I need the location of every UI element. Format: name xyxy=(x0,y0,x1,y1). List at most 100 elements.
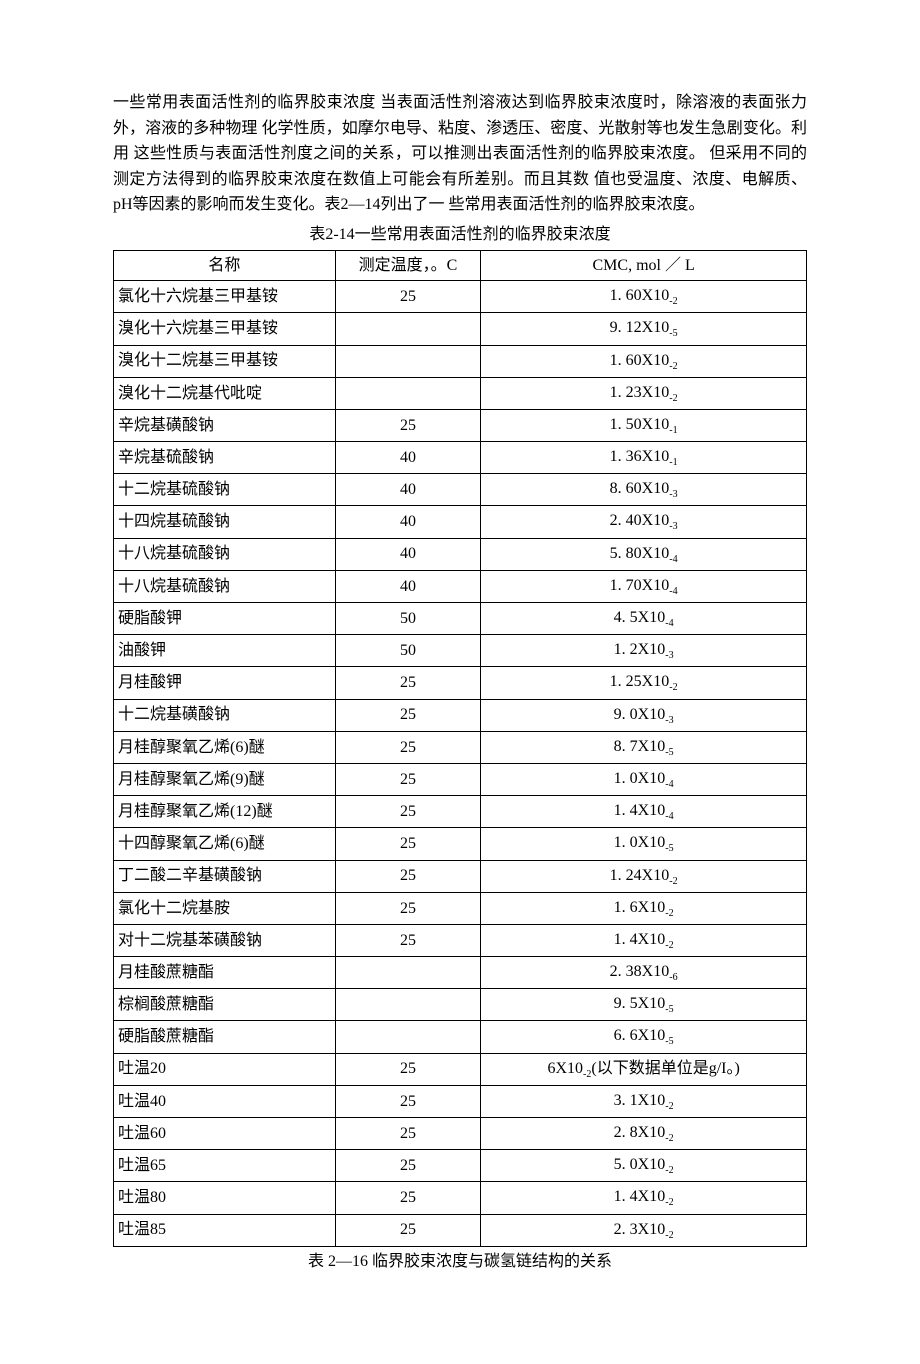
cell-name: 月桂醇聚氧乙烯(12)醚 xyxy=(114,796,336,828)
cell-name: 十四烷基硫酸钠 xyxy=(114,506,336,538)
table-caption: 表2-14一些常用表面活性剂的临界胶束浓度 xyxy=(113,222,807,248)
table-body: 氯化十六烷基三甲基铵251. 60X10-2溴化十六烷基三甲基铵 9. 12X10… xyxy=(114,281,807,1247)
cell-name: 溴化十二烷基代吡啶 xyxy=(114,377,336,409)
table-row: 辛烷基磺酸钠251. 50X10-1 xyxy=(114,409,807,441)
intro-paragraph: 一些常用表面活性剂的临界胶束浓度 当表面活性剂溶液达到临界胶束浓度时，除溶液的表… xyxy=(113,90,807,218)
cell-temp: 25 xyxy=(335,1182,481,1214)
cell-temp: 25 xyxy=(335,1053,481,1085)
cell-cmc: 1. 4X10-2 xyxy=(481,1182,807,1214)
cell-temp: 25 xyxy=(335,860,481,892)
cell-temp: 25 xyxy=(335,667,481,699)
cell-name: 吐温40 xyxy=(114,1085,336,1117)
cell-cmc: 2. 8X10-2 xyxy=(481,1118,807,1150)
cell-temp: 50 xyxy=(335,603,481,635)
table-row: 吐温20256X10-2(以下数据单位是g/I。) xyxy=(114,1053,807,1085)
table-row: 十二烷基硫酸钠408. 60X10-3 xyxy=(114,474,807,506)
table-row: 氯化十六烷基三甲基铵251. 60X10-2 xyxy=(114,281,807,313)
table-row: 氯化十二烷基胺251. 6X10-2 xyxy=(114,892,807,924)
cell-name: 棕榈酸蔗糖酯 xyxy=(114,989,336,1021)
cell-temp: 50 xyxy=(335,635,481,667)
cell-name: 溴化十二烷基三甲基铵 xyxy=(114,345,336,377)
cell-temp: 25 xyxy=(335,796,481,828)
cell-cmc: 1. 50X10-1 xyxy=(481,409,807,441)
cell-cmc: 1. 0X10-4 xyxy=(481,763,807,795)
table-row: 吐温60252. 8X10-2 xyxy=(114,1118,807,1150)
cell-temp: 25 xyxy=(335,409,481,441)
table-row: 吐温80251. 4X10-2 xyxy=(114,1182,807,1214)
table-row: 硬脂酸钾504. 5X10-4 xyxy=(114,603,807,635)
table-row: 对十二烷基苯磺酸钠251. 4X10-2 xyxy=(114,924,807,956)
cell-temp: 25 xyxy=(335,281,481,313)
cell-cmc: 8. 7X10-5 xyxy=(481,731,807,763)
cell-name: 月桂酸蔗糖酯 xyxy=(114,957,336,989)
cell-name: 辛烷基硫酸钠 xyxy=(114,442,336,474)
header-temp: 测定温度，。C xyxy=(335,250,481,281)
cell-name: 氯化十二烷基胺 xyxy=(114,892,336,924)
cell-name: 丁二酸二辛基磺酸钠 xyxy=(114,860,336,892)
cell-name: 氯化十六烷基三甲基铵 xyxy=(114,281,336,313)
cell-temp: 25 xyxy=(335,1214,481,1246)
cell-cmc: 8. 60X10-3 xyxy=(481,474,807,506)
cell-name: 对十二烷基苯磺酸钠 xyxy=(114,924,336,956)
cell-cmc: 3. 1X10-2 xyxy=(481,1085,807,1117)
cell-name: 吐温60 xyxy=(114,1118,336,1150)
cell-temp: 25 xyxy=(335,699,481,731)
table-row: 十二烷基磺酸钠259. 0X10-3 xyxy=(114,699,807,731)
cell-name: 十八烷基硫酸钠 xyxy=(114,570,336,602)
cell-cmc: 1. 6X10-2 xyxy=(481,892,807,924)
cell-cmc: 9. 5X10-5 xyxy=(481,989,807,1021)
cell-temp: 40 xyxy=(335,570,481,602)
cell-name: 辛烷基磺酸钠 xyxy=(114,409,336,441)
cell-cmc: 9. 12X10-5 xyxy=(481,313,807,345)
table-header-row: 名称 测定温度，。C CMC, mol ／ L xyxy=(114,250,807,281)
cell-temp: 25 xyxy=(335,1150,481,1182)
cell-name: 溴化十六烷基三甲基铵 xyxy=(114,313,336,345)
cell-name: 硬脂酸钾 xyxy=(114,603,336,635)
header-cmc: CMC, mol ／ L xyxy=(481,250,807,281)
cell-name: 十二烷基硫酸钠 xyxy=(114,474,336,506)
table-row: 棕榈酸蔗糖酯 9. 5X10-5 xyxy=(114,989,807,1021)
cell-name: 硬脂酸蔗糖酯 xyxy=(114,1021,336,1053)
table-row: 十八烷基硫酸钠401. 70X10-4 xyxy=(114,570,807,602)
cell-cmc: 1. 36X10-1 xyxy=(481,442,807,474)
table-row: 溴化十六烷基三甲基铵 9. 12X10-5 xyxy=(114,313,807,345)
cell-temp: 25 xyxy=(335,1085,481,1117)
table-row: 十四烷基硫酸钠402. 40X10-3 xyxy=(114,506,807,538)
cell-cmc: 2. 40X10-3 xyxy=(481,506,807,538)
cell-cmc: 2. 3X10-2 xyxy=(481,1214,807,1246)
table-row: 十八烷基硫酸钠405. 80X10-4 xyxy=(114,538,807,570)
table-row: 吐温85252. 3X10-2 xyxy=(114,1214,807,1246)
table-row: 十四醇聚氧乙烯(6)醚251. 0X10-5 xyxy=(114,828,807,860)
cell-cmc: 5. 0X10-2 xyxy=(481,1150,807,1182)
cell-temp xyxy=(335,1021,481,1053)
cell-cmc: 6X10-2(以下数据单位是g/I。) xyxy=(481,1053,807,1085)
bottom-caption: 表 2—16 临界胶束浓度与碳氢链结构的关系 xyxy=(113,1249,807,1275)
table-row: 溴化十二烷基代吡啶 1. 23X10-2 xyxy=(114,377,807,409)
table-row: 辛烷基硫酸钠401. 36X10-1 xyxy=(114,442,807,474)
cmc-table: 名称 测定温度，。C CMC, mol ／ L 氯化十六烷基三甲基铵251. 6… xyxy=(113,250,807,1247)
cell-temp: 40 xyxy=(335,506,481,538)
cell-cmc: 1. 24X10-2 xyxy=(481,860,807,892)
table-row: 油酸钾501. 2X10-3 xyxy=(114,635,807,667)
header-name: 名称 xyxy=(114,250,336,281)
cell-temp: 25 xyxy=(335,1118,481,1150)
table-row: 月桂醇聚氧乙烯(6)醚258. 7X10-5 xyxy=(114,731,807,763)
cell-temp: 25 xyxy=(335,828,481,860)
cell-cmc: 1. 70X10-4 xyxy=(481,570,807,602)
table-row: 吐温40253. 1X10-2 xyxy=(114,1085,807,1117)
cell-name: 月桂酸钾 xyxy=(114,667,336,699)
table-row: 月桂酸蔗糖酯2. 38X10-6 xyxy=(114,957,807,989)
cell-temp xyxy=(335,313,481,345)
cell-cmc: 1. 23X10-2 xyxy=(481,377,807,409)
cell-name: 十八烷基硫酸钠 xyxy=(114,538,336,570)
cell-name: 吐温85 xyxy=(114,1214,336,1246)
cell-cmc: 1. 25X10-2 xyxy=(481,667,807,699)
cell-cmc: 4. 5X10-4 xyxy=(481,603,807,635)
cell-temp xyxy=(335,377,481,409)
cell-temp: 25 xyxy=(335,731,481,763)
table-row: 月桂酸钾251. 25X10-2 xyxy=(114,667,807,699)
cell-name: 十二烷基磺酸钠 xyxy=(114,699,336,731)
cell-name: 十四醇聚氧乙烯(6)醚 xyxy=(114,828,336,860)
table-row: 吐温65255. 0X10-2 xyxy=(114,1150,807,1182)
cell-cmc: 6. 6X10-5 xyxy=(481,1021,807,1053)
